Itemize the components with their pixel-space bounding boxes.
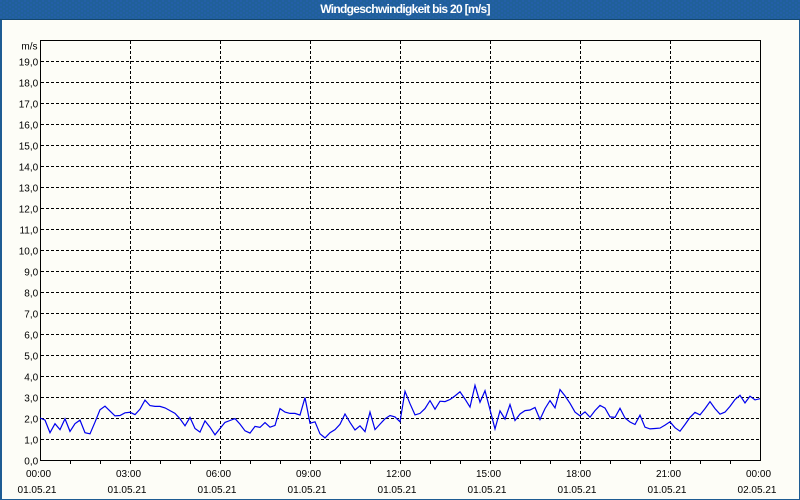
svg-text:02.05.21: 02.05.21 — [738, 485, 777, 496]
svg-text:01.05.21: 01.05.21 — [18, 485, 57, 496]
svg-text:5,0: 5,0 — [24, 352, 38, 363]
svg-text:00:00: 00:00 — [26, 469, 51, 480]
svg-text:12:00: 12:00 — [386, 469, 411, 480]
svg-text:18,0: 18,0 — [19, 79, 39, 90]
svg-text:01.05.21: 01.05.21 — [378, 485, 417, 496]
svg-text:8,0: 8,0 — [24, 289, 38, 300]
svg-text:09:00: 09:00 — [296, 469, 321, 480]
svg-text:01.05.21: 01.05.21 — [198, 485, 237, 496]
svg-text:3,0: 3,0 — [24, 394, 38, 405]
svg-text:11,0: 11,0 — [19, 226, 38, 237]
svg-text:2,0: 2,0 — [24, 415, 38, 426]
svg-text:01.05.21: 01.05.21 — [108, 485, 147, 496]
svg-text:01.05.21: 01.05.21 — [558, 485, 597, 496]
svg-text:18:00: 18:00 — [566, 469, 591, 480]
svg-text:10,0: 10,0 — [19, 247, 39, 258]
svg-text:01.05.21: 01.05.21 — [468, 485, 507, 496]
svg-text:12,0: 12,0 — [19, 205, 39, 216]
svg-text:15,0: 15,0 — [19, 142, 39, 153]
svg-text:19,0: 19,0 — [19, 58, 39, 69]
svg-text:15:00: 15:00 — [476, 469, 501, 480]
svg-text:m/s: m/s — [21, 42, 37, 53]
svg-text:00:00: 00:00 — [746, 469, 771, 480]
svg-text:7,0: 7,0 — [24, 310, 38, 321]
svg-text:13,0: 13,0 — [19, 184, 39, 195]
svg-text:0,0: 0,0 — [24, 457, 38, 468]
svg-text:4,0: 4,0 — [24, 373, 38, 384]
svg-text:1,0: 1,0 — [24, 436, 38, 447]
svg-text:6,0: 6,0 — [24, 331, 38, 342]
svg-text:21:00: 21:00 — [656, 469, 681, 480]
svg-text:17,0: 17,0 — [19, 100, 39, 111]
svg-text:9,0: 9,0 — [24, 268, 38, 279]
svg-text:01.05.21: 01.05.21 — [648, 485, 687, 496]
svg-text:14,0: 14,0 — [19, 163, 39, 174]
svg-text:03:00: 03:00 — [116, 469, 141, 480]
svg-text:06:00: 06:00 — [206, 469, 231, 480]
svg-text:01.05.21: 01.05.21 — [288, 485, 327, 496]
svg-text:16,0: 16,0 — [19, 121, 39, 132]
